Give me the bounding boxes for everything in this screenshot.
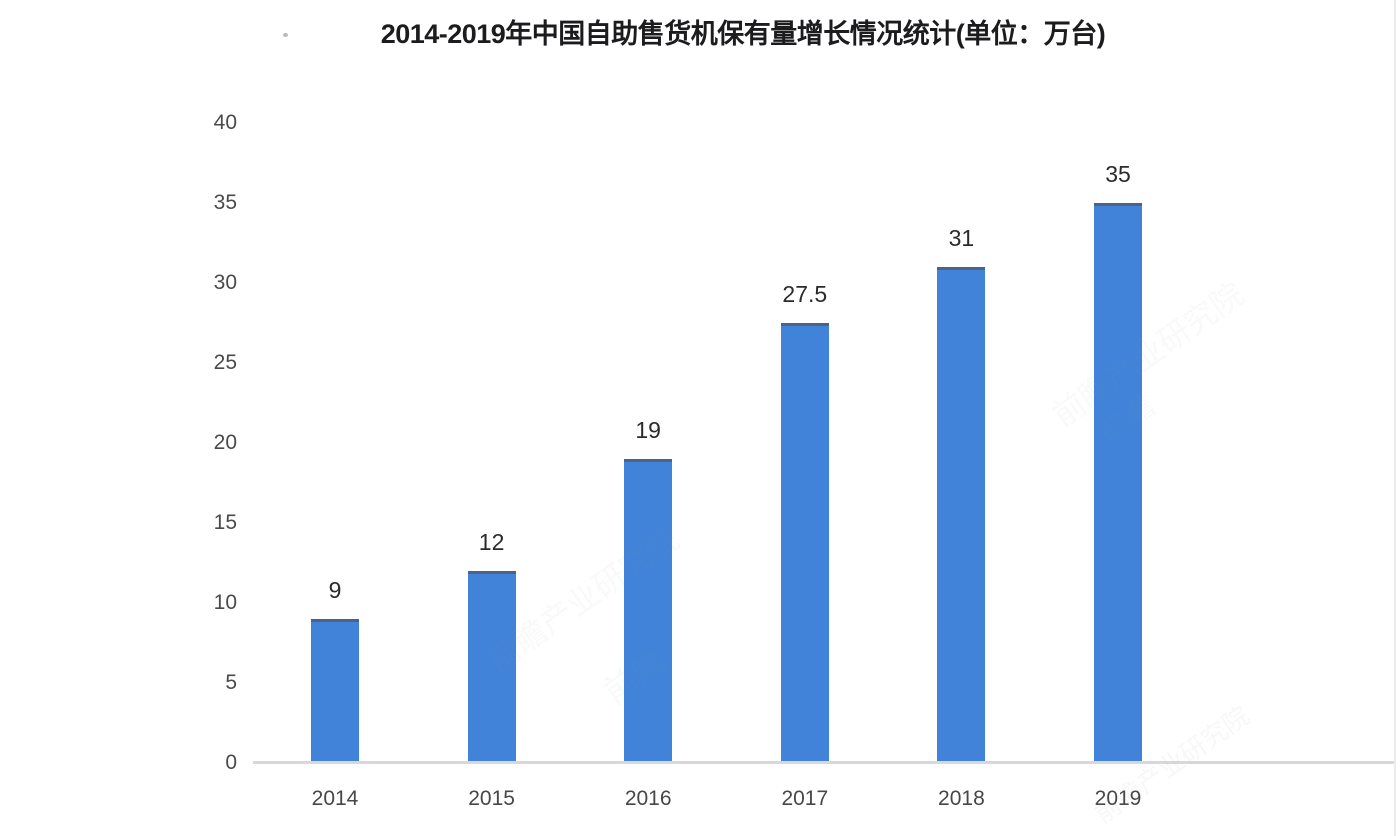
bar-2016 [624, 459, 673, 763]
bar-value-label: 19 [635, 417, 661, 443]
x-tick-label-2016: 2016 [624, 787, 672, 810]
bar-2018 [937, 267, 986, 763]
x-tick-label-2018: 2018 [938, 787, 985, 810]
y-tick-label: 40 [213, 111, 237, 134]
x-axis-line [253, 761, 1395, 764]
y-tick-label: 15 [213, 511, 237, 534]
bar-value-label: 27.5 [782, 281, 828, 307]
bar-2017 [780, 323, 829, 763]
right-edge-line [1394, 0, 1396, 836]
x-tick-label-2019: 2019 [1094, 787, 1142, 810]
bar-value-label: 31 [948, 225, 975, 251]
y-tick-label: 30 [213, 271, 237, 294]
y-tick-label: 25 [213, 351, 237, 374]
x-tick-label-2014: 2014 [311, 787, 359, 810]
y-tick-label: 0 [225, 751, 237, 774]
y-tick-label: 5 [225, 671, 237, 694]
bar-value-label: 35 [1105, 161, 1131, 187]
bar-value-label: 12 [478, 529, 505, 555]
chart-title: 2014-2019年中国自助售货机保有量增长情况统计(单位：万台) [380, 19, 1106, 49]
speck-artifact [283, 33, 288, 37]
y-tick-label: 20 [213, 431, 237, 454]
x-tick-label-2017: 2017 [781, 787, 829, 810]
y-tick-label: 10 [213, 591, 237, 614]
bar-2014 [311, 619, 359, 763]
y-tick-label: 35 [213, 191, 237, 214]
bar-value-label: 9 [328, 577, 342, 603]
x-tick-label-2015: 2015 [468, 787, 515, 810]
watermark-text: 前瞻产业研究院 [1046, 275, 1251, 434]
bar-2019 [1094, 203, 1142, 763]
bar-2015 [467, 571, 516, 763]
